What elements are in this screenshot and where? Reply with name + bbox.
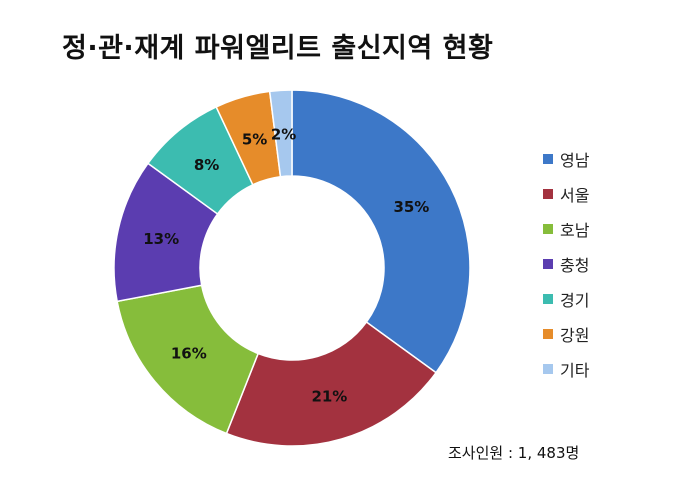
slice-label-5: 8% [194,156,219,174]
legend-label: 강원 [560,325,590,345]
legend-swatch [543,258,553,269]
slice-label-2: 21% [311,388,347,406]
slice-label-7: 2% [271,125,296,143]
slice-1 [291,89,471,374]
slice-label-1: 35% [393,198,429,216]
legend-item-5: 경기 [543,281,589,316]
legend-item-3: 호남 [543,211,589,246]
slice-7 [268,89,293,178]
legend-item-1: 영남 [543,141,589,176]
legend-label: 기타 [560,360,590,380]
survey-count-note: 조사인원 : 1, 483명 [448,444,580,462]
legend-label: 충청 [560,255,590,275]
slice-label-4: 13% [143,230,179,248]
legend-item-2: 서울 [543,176,589,211]
slice-3 [116,284,260,435]
legend-label: 서울 [560,185,590,205]
slice-label-3: 16% [171,344,207,362]
legend-item-7: 기타 [543,351,589,386]
slice-label-6: 5% [242,130,267,148]
chart-title: 정·관·재계 파워엘리트 출신지역 현황 [62,33,494,64]
legend-label: 경기 [560,290,590,310]
slice-labels: 35% 21% 16% 13% 8% 5% 2% [143,125,429,405]
legend-swatch [543,293,553,304]
legend-label: 호남 [560,220,590,240]
slice-2 [225,321,438,447]
legend-label: 영남 [560,150,590,170]
legend-item-6: 강원 [543,316,589,351]
legend-item-4: 충청 [543,246,589,281]
legend-swatch [543,328,553,339]
legend-swatch [543,188,553,199]
legend-swatch [543,223,553,234]
donut-slices [113,89,471,447]
legend-swatch [543,153,553,164]
legend-swatch [543,363,553,374]
